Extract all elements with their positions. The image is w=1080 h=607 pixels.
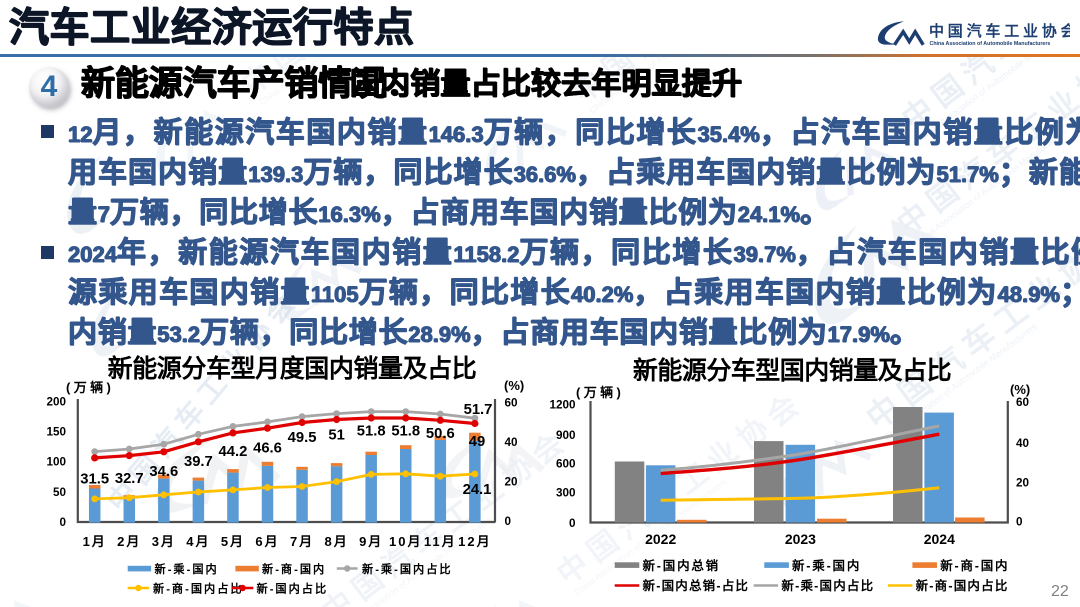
svg-text:150: 150 — [46, 426, 66, 439]
svg-text:51.8: 51.8 — [357, 424, 386, 440]
svg-text:51: 51 — [328, 428, 344, 444]
svg-text:0: 0 — [505, 515, 512, 528]
svg-text:2023: 2023 — [785, 531, 816, 547]
svg-text:51.7: 51.7 — [464, 402, 493, 418]
svg-text:新-商-国内占比: 新-商-国内占比 — [916, 578, 1009, 593]
svg-text:600: 600 — [556, 458, 576, 471]
svg-text:新能源分车型月度国内销量及占比: 新能源分车型月度国内销量及占比 — [108, 354, 477, 383]
svg-text:20: 20 — [505, 475, 519, 488]
svg-text:新-乘-国内: 新-乘-国内 — [792, 558, 861, 573]
svg-text:新-乘-国内占比: 新-乘-国内占比 — [781, 578, 874, 593]
svg-text:10月: 10月 — [389, 534, 422, 549]
svg-text:46.6: 46.6 — [253, 441, 282, 457]
svg-text:新-国内总销: 新-国内总销 — [643, 558, 720, 573]
svg-text:China Association of Automobil: China Association of Automobile Manufact… — [930, 41, 1051, 47]
svg-text:6月: 6月 — [255, 534, 279, 549]
svg-text:51.8: 51.8 — [391, 424, 420, 440]
svg-text:新-商-国内: 新-商-国内 — [940, 558, 1009, 573]
svg-text:49: 49 — [469, 434, 485, 450]
svg-text:11月: 11月 — [424, 534, 457, 549]
svg-text:1月: 1月 — [83, 534, 107, 549]
svg-text:200: 200 — [46, 395, 66, 408]
svg-text:20: 20 — [1016, 477, 1030, 490]
svg-text:新-商-国内占比: 新-商-国内占比 — [153, 582, 244, 596]
svg-text:(万辆): (万辆) — [66, 380, 114, 395]
svg-text:100: 100 — [46, 456, 66, 469]
svg-text:新-商-国内: 新-商-国内 — [262, 562, 326, 576]
svg-text:0: 0 — [59, 516, 66, 529]
svg-text:新能源分车型国内销量及占比: 新能源分车型国内销量及占比 — [633, 356, 951, 385]
svg-text:50: 50 — [53, 486, 67, 499]
svg-text:900: 900 — [556, 429, 576, 442]
svg-text:9月: 9月 — [359, 534, 383, 549]
svg-text:34.6: 34.6 — [149, 464, 178, 480]
svg-text:新-国内占比: 新-国内占比 — [257, 582, 329, 596]
svg-text:39.7: 39.7 — [184, 454, 213, 470]
svg-text:8月: 8月 — [325, 534, 349, 549]
svg-text:2月: 2月 — [117, 534, 141, 549]
svg-text:300: 300 — [556, 487, 576, 500]
svg-text:新-乘-国内: 新-乘-国内 — [155, 562, 219, 576]
svg-text:60: 60 — [1016, 396, 1030, 409]
svg-text:7月: 7月 — [290, 534, 314, 549]
svg-text:60: 60 — [505, 396, 519, 409]
svg-text:40: 40 — [1016, 437, 1030, 450]
svg-text:(万辆): (万辆) — [576, 385, 624, 400]
svg-text:31.5: 31.5 — [80, 472, 109, 488]
svg-text:(%): (%) — [504, 378, 524, 393]
svg-text:(%): (%) — [1010, 382, 1030, 397]
svg-text:0: 0 — [1016, 515, 1023, 528]
svg-text:50.6: 50.6 — [426, 426, 455, 442]
svg-text:12月: 12月 — [458, 534, 491, 549]
svg-text:32.7: 32.7 — [115, 471, 144, 487]
svg-text:40: 40 — [505, 436, 519, 449]
svg-text:新-国内总销-占比: 新-国内总销-占比 — [643, 578, 750, 593]
svg-text:5月: 5月 — [221, 534, 245, 549]
svg-text:49.5: 49.5 — [288, 430, 317, 446]
svg-text:0: 0 — [569, 517, 576, 530]
svg-text:1200: 1200 — [549, 399, 576, 412]
svg-text:中国汽车工业协会: 中国汽车工业协会 — [929, 22, 1070, 40]
svg-text:4月: 4月 — [186, 534, 210, 549]
svg-text:新-乘-国内占比: 新-乘-国内占比 — [362, 562, 453, 576]
svg-text:3月: 3月 — [152, 534, 176, 549]
svg-text:2024: 2024 — [924, 531, 955, 547]
svg-text:2022: 2022 — [645, 531, 676, 547]
svg-text:24.1: 24.1 — [463, 482, 492, 498]
svg-text:44.2: 44.2 — [219, 444, 248, 460]
